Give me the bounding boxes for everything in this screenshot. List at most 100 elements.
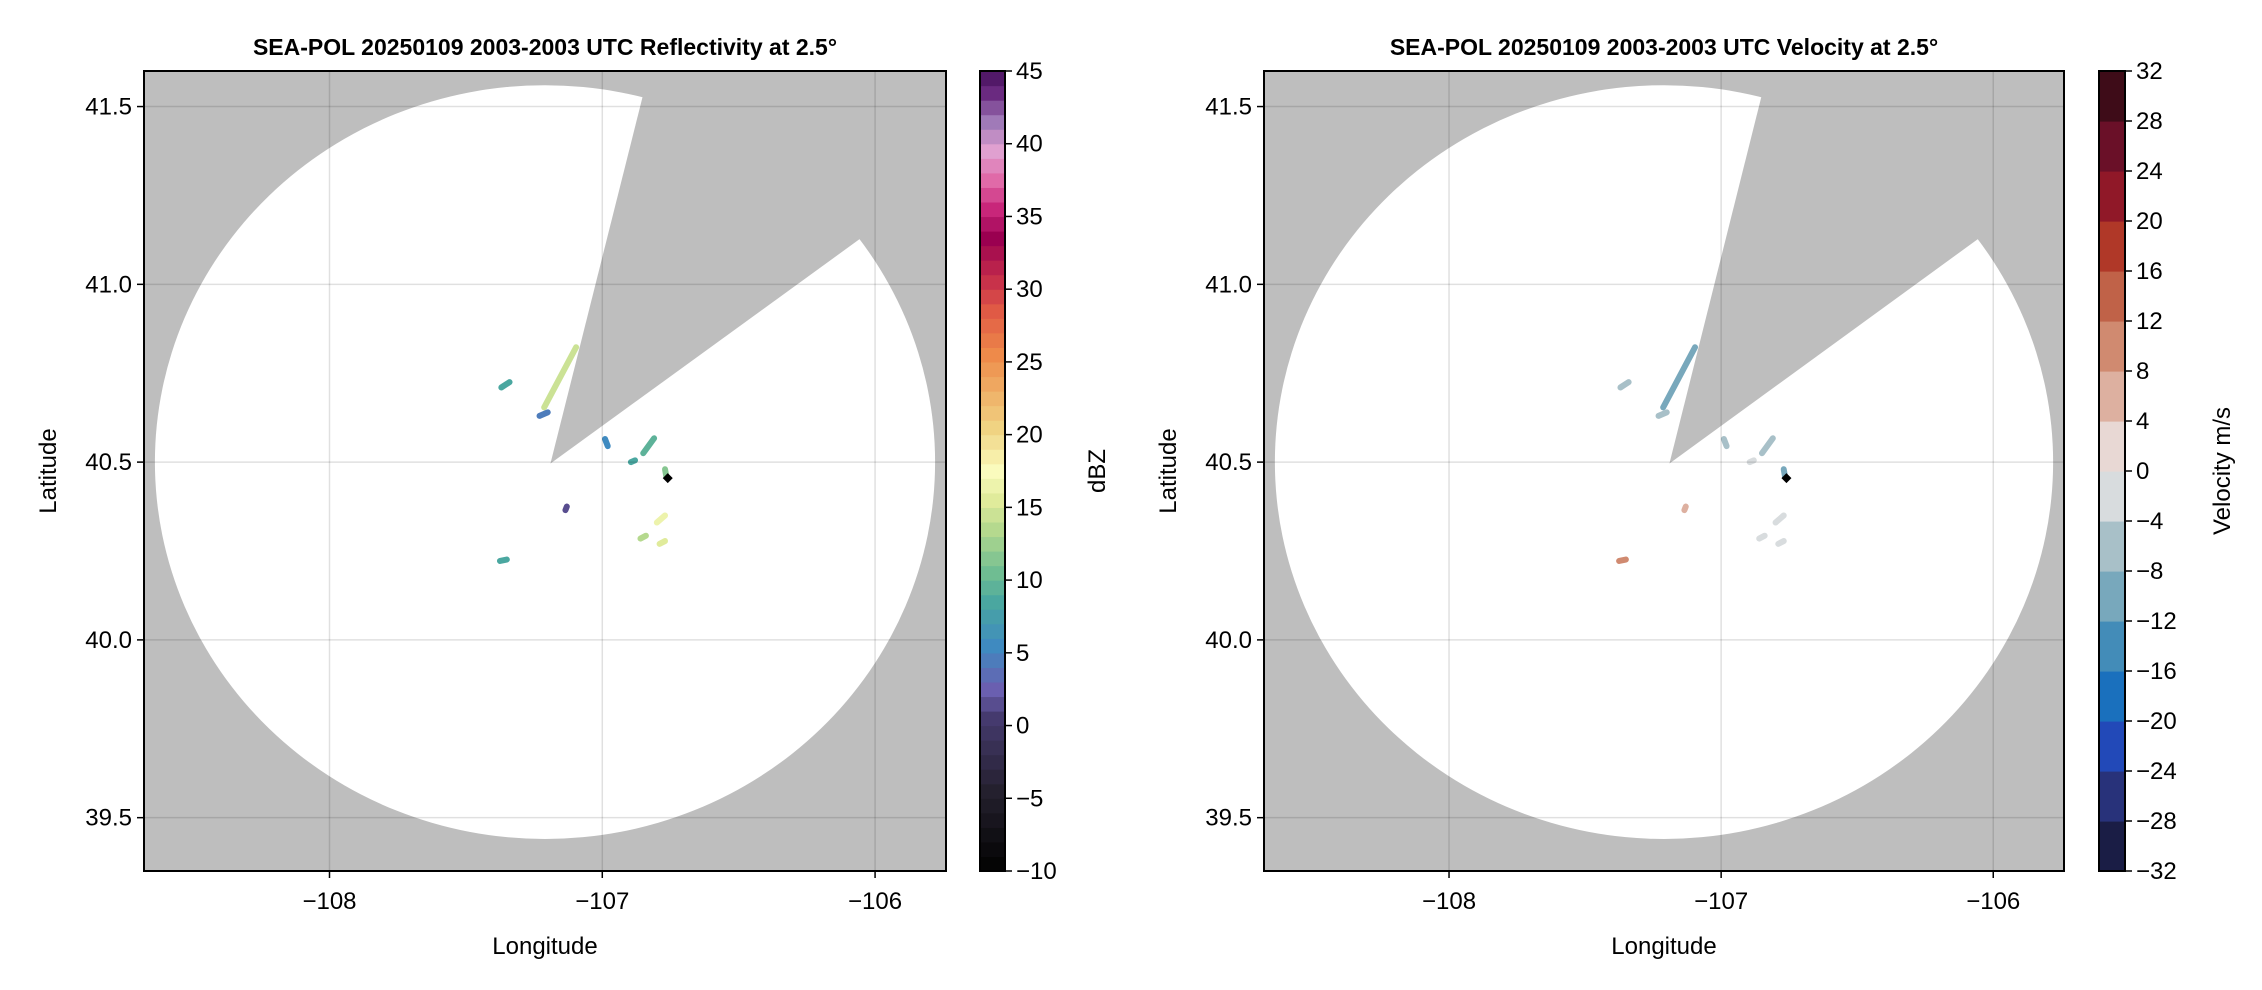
colorbar-bin [2099, 171, 2125, 222]
colorbar-bin [980, 129, 1005, 145]
colorbar-tick-label: 0 [1016, 713, 1029, 740]
colorbar-bin [980, 303, 1005, 319]
colorbar-tick-label: −10 [1016, 858, 1057, 885]
colorbar-bin [980, 638, 1005, 654]
colorbar-tick-label: −16 [2136, 658, 2177, 685]
colorbar-tick-label: 45 [1016, 58, 1043, 85]
y-tick-label: 40.0 [1205, 627, 1252, 654]
echo [1655, 409, 1670, 419]
colorbar-bin [980, 420, 1005, 436]
colorbar-bin [2099, 521, 2125, 572]
colorbar-bin [980, 434, 1005, 450]
blocked-sector [1669, 71, 2064, 464]
colorbar-tick-label: 30 [1016, 276, 1043, 303]
echo [498, 379, 513, 391]
colorbar-bin [2099, 571, 2125, 622]
colorbar-tick-label: 20 [2136, 208, 2163, 235]
colorbar-tick-label: −32 [2136, 858, 2177, 885]
echo [1617, 379, 1632, 391]
colorbar-tick-label: −20 [2136, 708, 2177, 735]
colorbar-label: Velocity m/s [2209, 407, 2236, 535]
colorbar-bin [2099, 321, 2125, 372]
x-tick-label: −106 [1966, 888, 2020, 915]
colorbar-tick-label: 32 [2136, 58, 2163, 85]
colorbar-bin [980, 245, 1005, 261]
echo [1746, 457, 1757, 466]
echo [496, 556, 510, 564]
colorbar-tick-label: 8 [2136, 358, 2149, 385]
colorbar-bin [980, 361, 1005, 378]
y-tick-label: 39.5 [85, 805, 132, 832]
x-axis-label: Longitude [1611, 933, 1716, 960]
colorbar-bin [980, 740, 1005, 756]
colorbar-bin [2099, 621, 2125, 672]
echo [656, 538, 669, 547]
echo [1720, 436, 1730, 450]
radar-site-marker [1781, 473, 1792, 484]
colorbar-tick-label: 12 [2136, 308, 2163, 335]
plot-area [144, 71, 946, 871]
panel-velocity: −108 −107 −106 39.5 40.0 40.5 41.0 41.5 SEA-POL … [1155, 34, 2236, 960]
colorbar-tick-label: −5 [1016, 785, 1043, 812]
y-tick-label: 41.5 [1205, 94, 1252, 121]
colorbar-label: dBZ [1084, 449, 1111, 493]
colorbar-bin [980, 143, 1005, 159]
panel-reflectivity: −108 −107 −106 39.5 40.0 40.5 41.0 41.5 SEA-POL … [35, 34, 1111, 960]
y-tick-label: 40.5 [85, 449, 132, 476]
colorbar-tick-label: 4 [2136, 408, 2149, 435]
colorbar-bin [2099, 821, 2125, 872]
colorbar-bin [980, 201, 1005, 218]
y-axis-label: Latitude [1155, 428, 1182, 513]
colorbar-bin [980, 114, 1005, 130]
colorbar-bin [980, 536, 1005, 552]
colorbar-bin [980, 827, 1005, 843]
x-tick-label: −108 [1422, 888, 1476, 915]
colorbar-bin [980, 754, 1005, 770]
colorbar-bin [2099, 371, 2125, 422]
colorbar-bin [980, 856, 1005, 872]
colorbar-bin [2099, 71, 2125, 122]
blocked-sector [550, 71, 946, 464]
echo [536, 409, 551, 419]
colorbar-bin [980, 216, 1005, 232]
colorbar-bin [980, 580, 1005, 596]
colorbar-bin [980, 507, 1005, 523]
colorbar-bin [2099, 721, 2125, 772]
y-tick-label: 39.5 [1205, 805, 1252, 832]
echo [541, 344, 580, 411]
colorbar-bin [980, 623, 1005, 639]
colorbar-bin [980, 725, 1005, 741]
colorbar-bin [980, 289, 1005, 305]
x-tick-label: −108 [302, 888, 356, 915]
colorbar-frame [979, 70, 1006, 872]
y-tick-label: 41.5 [85, 94, 132, 121]
colorbar-tick-label: 0 [2136, 458, 2149, 485]
colorbar-bin [2099, 271, 2125, 322]
colorbar-bin [980, 565, 1005, 581]
colorbar-bin [980, 187, 1005, 203]
colorbar-tick-label: −8 [2136, 558, 2163, 585]
chart-title: SEA-POL 20250109 2003-2003 UTC Velocity … [1390, 34, 1938, 60]
colorbar-bin [980, 85, 1005, 101]
x-tick-label: −106 [848, 888, 902, 915]
colorbar-bin [980, 391, 1005, 407]
colorbar-tick-label: −24 [2136, 758, 2177, 785]
y-tick-label: 40.0 [85, 627, 132, 654]
echo [1660, 344, 1699, 411]
colorbar-bin [980, 696, 1005, 712]
colorbar-tick-label: −28 [2136, 808, 2177, 835]
echo [653, 512, 669, 526]
y-tick-label: 40.5 [1205, 449, 1252, 476]
echo [1772, 512, 1787, 526]
plot-area [1264, 71, 2064, 871]
colorbar-bin [980, 798, 1005, 814]
echo [1756, 532, 1768, 542]
colorbar-bin [980, 551, 1005, 567]
colorbar: −32 −28 −24 −20 −16 −12 −8 −4 0 4 8 12 16 20 24 28 32 Vel… [2098, 58, 2236, 885]
colorbar-bin [2099, 421, 2125, 472]
colorbar: −10 −5 0 5 10 15 20 25 30 35 40 45 dBZ [979, 58, 1111, 885]
colorbar-bin [980, 478, 1005, 494]
colorbar-bin [980, 609, 1005, 625]
colorbar-bin [2099, 121, 2125, 172]
colorbar-bin [2099, 671, 2125, 722]
